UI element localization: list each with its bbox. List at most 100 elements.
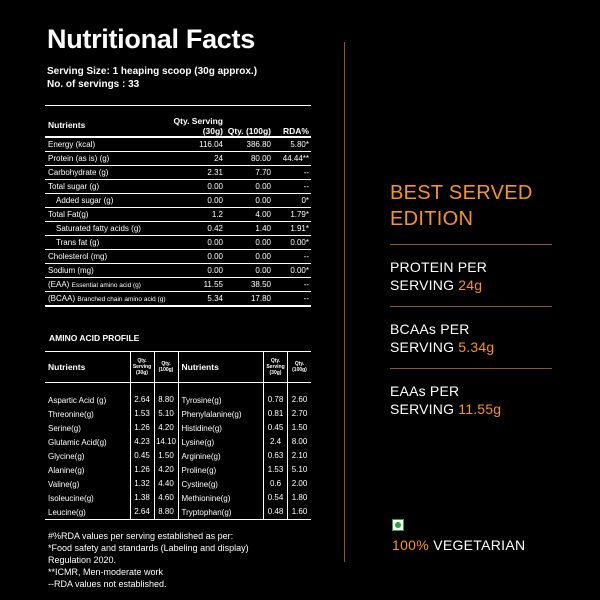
amino-100g: 1.50 bbox=[287, 421, 311, 435]
amino-serving: 2.64 bbox=[129, 393, 154, 407]
cell-rda: -- bbox=[303, 252, 309, 261]
amino-name: Arginine(g) bbox=[181, 451, 221, 461]
amino-serving: 4.23 bbox=[129, 435, 154, 449]
stat-eaa: EAAs PER SERVING 11.55g bbox=[390, 382, 552, 418]
cell-name: Carbohydrate (g) bbox=[45, 168, 171, 177]
stat-value: 24g bbox=[458, 277, 483, 293]
table-row: Leucine(g) 2.64 8.80 bbox=[45, 505, 178, 519]
cell-rda: 5.80* bbox=[290, 140, 309, 149]
amino-serving: 1.26 bbox=[129, 463, 154, 477]
cell-rda: 1.79* bbox=[290, 210, 309, 219]
nutrition-table-header: Nutrients Qty. Serving (30g) Qty. (100g)… bbox=[45, 106, 311, 138]
stat-label: EAAs PER bbox=[390, 383, 460, 399]
amino-name: Glycine(g) bbox=[48, 451, 85, 461]
table-row: Added sugar (g) 0.00 0.00 0* bbox=[45, 194, 311, 208]
amino-serving: 0.48 bbox=[263, 505, 287, 519]
amino-header: Nutrients Qty. Serving (30g) Qty. (100g) bbox=[45, 352, 178, 383]
cell-name: Saturated fatty acids (g) bbox=[45, 224, 171, 233]
table-row: Trans fat (g) 0.00 0.00 0.00* bbox=[45, 236, 311, 250]
amino-name: Tryptophan(g) bbox=[181, 507, 232, 517]
table-row: Phenylalanine(g) 0.81 2.70 bbox=[179, 407, 312, 421]
amino-100g: 1.50 bbox=[153, 449, 178, 463]
cell-100g: 0.00 bbox=[255, 182, 271, 191]
cell-100g: 7.70 bbox=[255, 168, 271, 177]
amino-name: Phenylalanine(g) bbox=[181, 409, 242, 419]
cell-rda: 0.00* bbox=[290, 266, 309, 275]
table-row: (BCAA) Branched chain amino acid (g) 5.34… bbox=[45, 292, 311, 306]
amino-serving: 1.26 bbox=[129, 421, 154, 435]
amino-100g: 2.00 bbox=[287, 477, 311, 491]
best-served-title: BEST SERVED EDITION bbox=[390, 180, 552, 232]
cell-name: Added sugar (g) bbox=[45, 196, 171, 205]
cell-serving: 0.00 bbox=[207, 182, 223, 191]
cell-name: (BCAA) Branched chain amino acid (g) bbox=[45, 294, 171, 303]
amino-serving: 1.32 bbox=[129, 477, 154, 491]
amino-name: Serine(g) bbox=[48, 423, 81, 433]
amino-gap bbox=[179, 383, 312, 393]
nutrient-name: Total Fat(g) bbox=[48, 210, 89, 219]
table-row: Protein (as is) (g) 24 80.00 44.44** bbox=[45, 152, 311, 166]
table-row: Carbohydrate (g) 2.31 7.70 -- bbox=[45, 166, 311, 180]
stat-label: SERVING bbox=[390, 277, 459, 293]
amino-name: Glutamic Acid(g) bbox=[48, 437, 107, 447]
veg-mark-icon bbox=[392, 519, 404, 531]
vegetarian-badge: 100% VEGETARIAN bbox=[392, 519, 525, 553]
amino-100g: 2.70 bbox=[287, 407, 311, 421]
amino-header-nutrients: Nutrients bbox=[48, 362, 86, 372]
table-row: Aspartic Acid (g) 2.64 8.80 bbox=[45, 393, 178, 407]
amino-serving: 1.53 bbox=[129, 407, 154, 421]
stat-value: 5.34g bbox=[458, 339, 495, 355]
amino-gap bbox=[45, 383, 178, 393]
veg-percent: 100% bbox=[392, 537, 430, 553]
table-row: Threonine(g) 1.53 5.10 bbox=[45, 407, 178, 421]
table-row: Energy (kcal) 116.04 386.80 5.80* bbox=[45, 138, 311, 152]
cell-serving: 116.04 bbox=[199, 140, 223, 149]
nutrient-name: Cholesterol (mg) bbox=[48, 252, 108, 261]
cell-rda: 1.91* bbox=[290, 224, 309, 233]
table-row: Methionine(g) 0.54 1.80 bbox=[179, 491, 312, 505]
amino-header-nutrients: Nutrients bbox=[181, 362, 219, 372]
amino-serving: 0.6 bbox=[263, 477, 287, 491]
cell-serving: 0.00 bbox=[207, 266, 223, 275]
amino-name: Aspartic Acid (g) bbox=[48, 395, 107, 405]
cell-100g: 386.80 bbox=[246, 140, 271, 149]
amino-100g: 4.60 bbox=[153, 491, 178, 505]
cell-100g: 0.00 bbox=[255, 266, 271, 275]
header-rda: RDA% bbox=[283, 126, 309, 136]
amino-100g: 1.80 bbox=[287, 491, 311, 505]
best-served-line1: BEST SERVED bbox=[390, 182, 533, 204]
nutrient-name: Added sugar (g) bbox=[56, 196, 114, 205]
highlights-panel: BEST SERVED EDITION PROTEIN PER SERVING … bbox=[390, 180, 552, 418]
amino-100g: 4.20 bbox=[153, 463, 178, 477]
stat-bcaa: BCAAs PER SERVING 5.34g bbox=[390, 320, 552, 356]
amino-acid-title: AMINO ACID PROFILE bbox=[49, 333, 140, 343]
cell-serving: 5.34 bbox=[207, 294, 223, 303]
stat-value: 11.55g bbox=[458, 401, 502, 417]
table-row: Cholesterol (mg) 0.00 0.00 -- bbox=[45, 250, 311, 264]
nutrient-note: Branched chain amino acid (g) bbox=[77, 296, 166, 303]
cell-name: Cholesterol (mg) bbox=[45, 252, 171, 261]
cell-serving: 1.2 bbox=[211, 210, 223, 219]
amino-serving: 0.45 bbox=[129, 449, 154, 463]
cell-100g: 1.40 bbox=[255, 224, 271, 233]
table-row: (EAA) Essential amino acid (g) 11.55 38.50… bbox=[45, 278, 311, 292]
nutrient-name: (BCAA) bbox=[48, 294, 76, 303]
nutrition-table-body: Energy (kcal) 116.04 386.80 5.80* Protein (a… bbox=[45, 138, 311, 306]
footnote: Regulation 2020. bbox=[48, 555, 117, 565]
cell-serving: 24 bbox=[214, 154, 223, 163]
divider-rule bbox=[390, 306, 552, 307]
amino-serving: 1.53 bbox=[263, 463, 287, 477]
table-row: Sodium (mg) 0.00 0.00 0.00* bbox=[45, 264, 311, 278]
amino-100g: 1.60 bbox=[287, 505, 311, 519]
cell-100g: 0.00 bbox=[255, 238, 271, 247]
amino-name: Histidine(g) bbox=[181, 423, 222, 433]
table-row: Total sugar (g) 0.00 0.00 -- bbox=[45, 180, 311, 194]
nutrient-name: Energy (kcal) bbox=[48, 140, 96, 149]
nutrient-name: (EAA) bbox=[48, 280, 70, 289]
best-served-line2: EDITION bbox=[390, 208, 474, 230]
amino-100g: 4.40 bbox=[153, 477, 178, 491]
cell-name: Total sugar (g) bbox=[45, 182, 171, 191]
cell-serving: 2.31 bbox=[207, 168, 223, 177]
amino-serving: 0.78 bbox=[263, 393, 287, 407]
table-row: Histidine(g) 0.45 1.50 bbox=[179, 421, 312, 435]
